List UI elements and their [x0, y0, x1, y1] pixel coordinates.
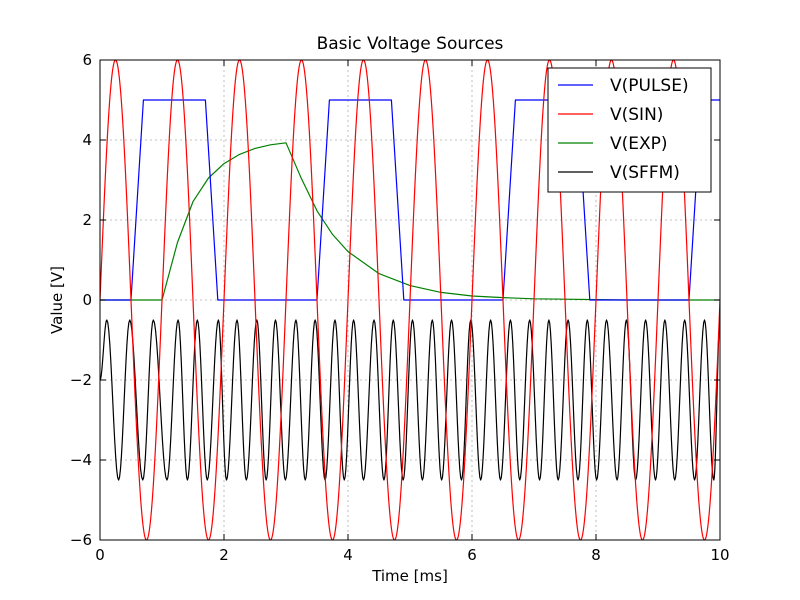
legend: V(PULSE) V(SIN) V(EXP) V(SFFM)	[547, 67, 712, 193]
x-tick-label: 4	[343, 546, 353, 564]
y-tick-label: 6	[82, 51, 92, 69]
legend-label: V(EXP)	[610, 134, 668, 154]
y-tick-label: −2	[70, 371, 92, 389]
legend-label: V(SIN)	[610, 105, 663, 125]
y-tick-label: 2	[82, 211, 92, 229]
y-tick-label: 0	[82, 291, 92, 309]
y-tick-label: 4	[82, 131, 92, 149]
axis-ticks: 0 2 4 6 8 10 −6 −4 −2 0 2 4 6	[70, 51, 730, 564]
x-tick-label: 0	[95, 546, 105, 564]
y-axis-label: Value [V]	[48, 266, 66, 334]
y-tick-label: −6	[70, 531, 92, 549]
x-tick-label: 2	[219, 546, 229, 564]
x-tick-label: 8	[591, 546, 601, 564]
legend-label: V(SFFM)	[610, 163, 680, 183]
series-line-vsffm	[100, 319, 720, 481]
x-axis-label: Time [ms]	[371, 567, 448, 585]
x-tick-label: 10	[710, 546, 729, 564]
y-tick-label: −4	[70, 451, 92, 469]
chart-title: Basic Voltage Sources	[317, 34, 504, 54]
series-line-vexp	[100, 142, 720, 301]
legend-box	[547, 67, 712, 193]
x-tick-label: 6	[467, 546, 477, 564]
legend-label: V(PULSE)	[610, 76, 689, 96]
series-line-vpulse	[100, 99, 720, 301]
